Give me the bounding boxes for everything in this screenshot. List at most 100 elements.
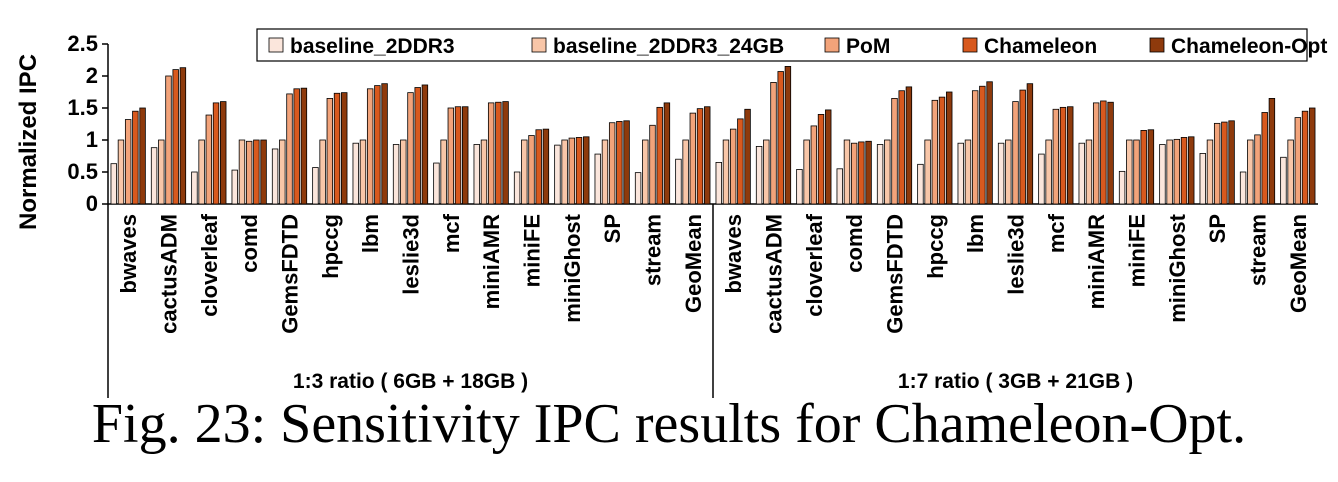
bar-baseline-2ddr3-24gb-geomean (1287, 139, 1294, 205)
bar-baseline-2ddr3-24gb-minife (1126, 139, 1133, 205)
y-tick-label: 2 (86, 63, 98, 88)
bar-chameleon-sp (1221, 121, 1228, 205)
x-tick-label: miniGhost (1165, 213, 1190, 322)
x-tick-label: stream (641, 214, 666, 286)
bar-pom-cactusadm (770, 82, 777, 205)
bar-chameleon-opt-leslie3d (1026, 83, 1034, 205)
bar-baseline-2ddr3-minife (1118, 170, 1126, 205)
bar-baseline-2ddr3-24gb-mcf (440, 139, 447, 205)
bar-baseline-2ddr3-bwaves (110, 163, 117, 205)
x-tick-label: GeoMean (1286, 214, 1311, 313)
bar-baseline-2ddr3-lbm (957, 142, 964, 205)
bar-baseline-2ddr3-24gb-comd (238, 139, 246, 205)
bar-chameleon-opt-minighost (583, 136, 590, 205)
bar-baseline-2ddr3-24gb-sp (1206, 139, 1214, 205)
y-tick-label: 1 (86, 127, 98, 152)
bar-pom-bwaves (729, 128, 737, 205)
bar-baseline-2ddr3-24gb-lbm (359, 139, 367, 205)
bar-baseline-2ddr3-24gb-lbm (964, 139, 972, 205)
legend-swatch (962, 37, 978, 53)
y-tick-label: 0 (86, 191, 98, 216)
bar-baseline-2ddr3-sp (1199, 153, 1206, 205)
bar-baseline-2ddr3-geomean (675, 158, 682, 205)
bar-pom-lbm (366, 88, 374, 205)
legend: baseline_2DDR3 baseline_2DDR3_24GB PoM Cham… (256, 28, 1327, 62)
x-tick-label: miniAMR (479, 214, 504, 309)
legend-swatch (268, 37, 284, 53)
bar-baseline-2ddr3-24gb-cloverleaf (198, 139, 205, 205)
x-tick-label: miniFE (1125, 214, 1150, 287)
legend-label: PoM (846, 35, 890, 58)
bar-chameleon-opt-miniamr (1107, 101, 1114, 205)
bar-baseline-2ddr3-cactusadm (755, 145, 763, 205)
bar-chameleon-opt-mcf (1067, 106, 1074, 205)
bar-pom-cactusadm (165, 75, 172, 205)
x-tick-label: bwaves (721, 214, 746, 294)
bar-chameleon-gemsfdtd (898, 90, 905, 205)
x-tick-label: cactusADM (762, 214, 787, 334)
bar-baseline-2ddr3-24gb-minife (521, 139, 528, 205)
bar-chameleon-opt-comd (865, 140, 872, 205)
bar-chameleon-gemsfdtd (293, 88, 300, 205)
bar-chameleon-bwaves (737, 118, 744, 205)
bar-baseline-2ddr3-24gb-leslie3d (400, 139, 407, 205)
bar-pom-comd (850, 142, 858, 205)
x-tick-label: bwaves (116, 214, 141, 294)
bar-pom-comd (245, 140, 253, 205)
x-tick-label: comd (842, 214, 867, 273)
x-tick-label: leslie3d (1004, 214, 1029, 295)
bar-chameleon-opt-bwaves (139, 107, 146, 205)
bar-pom-miniamr (1092, 102, 1100, 205)
bar-chameleon-opt-leslie3d (421, 84, 429, 205)
bar-baseline-2ddr3-hpccg (312, 167, 319, 205)
bar-baseline-2ddr3-24gb-miniamr (1085, 139, 1093, 205)
bar-chameleon-opt-sp (623, 120, 630, 205)
bar-chameleon-miniamr (495, 101, 502, 205)
bar-pom-geomean (1294, 117, 1302, 205)
x-tick-label: hpccg (318, 214, 343, 279)
bar-chameleon-minife (1140, 129, 1147, 205)
x-tick-label: mcf (1044, 213, 1069, 253)
bar-chameleon-cactusadm (777, 71, 784, 205)
bar-chameleon-opt-gemsfdtd (300, 87, 308, 205)
x-tick-label: miniGhost (560, 213, 585, 322)
bar-chameleon-geomean (1301, 110, 1309, 205)
bar-chameleon-opt-minighost (1188, 136, 1195, 205)
bar-baseline-2ddr3-24gb-cactusadm (763, 139, 770, 205)
bar-chameleon-opt-geomean (704, 106, 711, 205)
bar-chameleon-hpccg (938, 96, 946, 205)
bar-pom-stream (1254, 134, 1261, 205)
x-tick-label: hpccg (923, 214, 948, 279)
x-tick-label: cactusADM (157, 214, 182, 334)
bar-pom-miniamr (487, 102, 495, 205)
bar-baseline-2ddr3-sp (594, 153, 601, 205)
bar-chameleon-cloverleaf (212, 102, 220, 205)
plot-area: 0 0.5 1 1.5 2 2.5 bwaves cactusADM cloverleaf com… (67, 31, 1318, 398)
bar-pom-stream (649, 124, 656, 205)
bar-chameleon-miniamr (1100, 100, 1107, 205)
bar-chameleon-stream (1261, 112, 1268, 205)
bar-baseline-2ddr3-miniamr (473, 144, 480, 205)
bar-chameleon-opt-stream (1268, 98, 1276, 205)
bar-pom-minighost (568, 137, 576, 205)
bar-pom-gemsfdtd (891, 98, 898, 205)
x-tick-label: cloverleaf (802, 213, 827, 316)
bar-chameleon-opt-hpccg (946, 91, 953, 205)
bar-chameleon-opt-geomean (1309, 107, 1316, 205)
bar-chameleon-opt-cactusadm (179, 67, 187, 205)
bar-pom-sp (608, 122, 616, 205)
bar-pom-minife (1133, 139, 1140, 205)
bar-baseline-2ddr3-gemsfdtd (271, 148, 279, 205)
bar-pom-mcf (447, 107, 455, 205)
bar-chameleon-opt-hpccg (341, 92, 348, 205)
x-tick-label: leslie3d (399, 214, 424, 295)
legend-label: baseline_2DDR3 (290, 35, 455, 58)
bar-chameleon-opt-lbm (986, 81, 993, 205)
bar-chameleon-hpccg (333, 92, 341, 205)
bar-chameleon-opt-stream (663, 102, 671, 205)
bar-chameleon-minighost (1180, 137, 1188, 205)
figure-caption: Fig. 23: Sensitivity IPC results for Cha… (91, 393, 1247, 455)
bar-chameleon-sp (616, 121, 623, 205)
bar-baseline-2ddr3-24gb-stream (1247, 139, 1254, 205)
bar-baseline-2ddr3-24gb-stream (642, 139, 649, 205)
